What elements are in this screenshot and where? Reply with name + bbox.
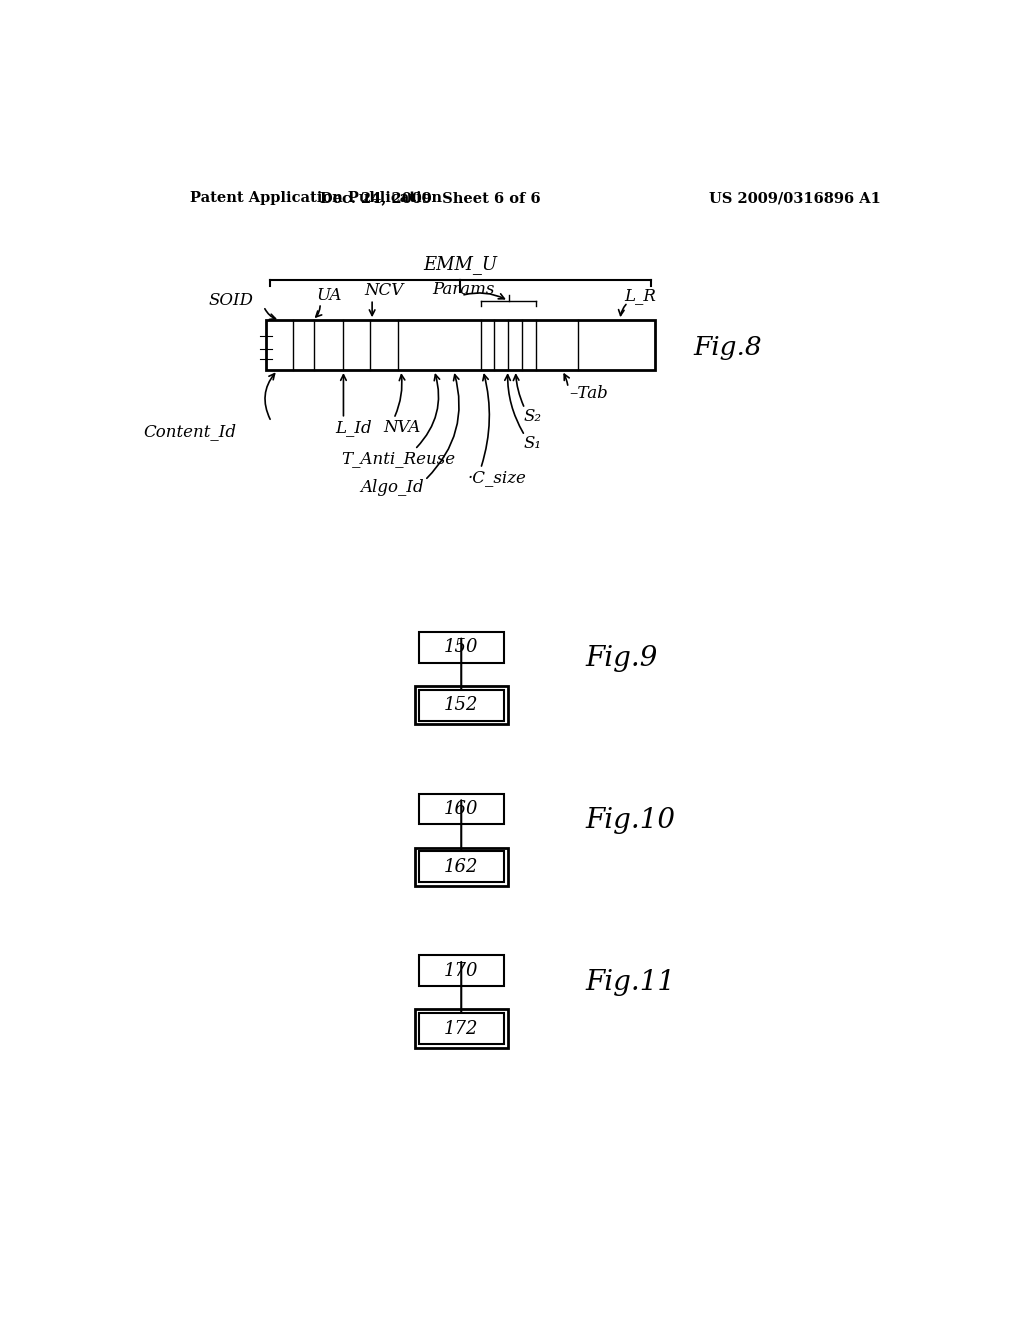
Text: –Tab: –Tab <box>569 384 608 401</box>
Text: NCV: NCV <box>365 282 403 300</box>
Bar <box>415 847 508 886</box>
Bar <box>266 321 655 370</box>
Text: Content_Id: Content_Id <box>143 424 237 441</box>
Text: NVA: NVA <box>384 420 421 437</box>
Bar <box>419 632 504 663</box>
Bar <box>419 956 504 986</box>
Text: SOID: SOID <box>209 292 254 309</box>
Text: 170: 170 <box>444 962 478 979</box>
Text: Dec. 24, 2009  Sheet 6 of 6: Dec. 24, 2009 Sheet 6 of 6 <box>319 191 541 206</box>
Bar <box>419 793 504 825</box>
Text: ·C_size: ·C_size <box>467 470 526 487</box>
Text: 152: 152 <box>444 696 478 714</box>
Text: 160: 160 <box>444 800 478 818</box>
Text: Algo_Id: Algo_Id <box>360 479 424 496</box>
Text: Fig.10: Fig.10 <box>586 807 675 834</box>
Text: L_R: L_R <box>624 286 656 304</box>
Text: T_Anti_Reuse: T_Anti_Reuse <box>341 450 456 467</box>
Text: Params: Params <box>432 281 495 298</box>
Bar <box>419 851 504 882</box>
Text: Fig.9: Fig.9 <box>586 645 657 672</box>
Text: S₂: S₂ <box>523 408 542 425</box>
Bar <box>415 686 508 725</box>
Text: Patent Application Publication: Patent Application Publication <box>190 191 442 206</box>
Bar <box>419 1014 504 1044</box>
Text: 162: 162 <box>444 858 478 875</box>
Bar <box>415 1010 508 1048</box>
Text: Fig.11: Fig.11 <box>586 969 675 995</box>
Text: 172: 172 <box>444 1019 478 1038</box>
Text: EMM_U: EMM_U <box>424 255 498 275</box>
Text: 150: 150 <box>444 639 478 656</box>
Text: US 2009/0316896 A1: US 2009/0316896 A1 <box>710 191 881 206</box>
Bar <box>419 689 504 721</box>
Text: Fig.8: Fig.8 <box>693 334 763 359</box>
Text: L_Id: L_Id <box>336 420 373 437</box>
Text: UA: UA <box>316 286 342 304</box>
Text: S₁: S₁ <box>523 434 542 451</box>
